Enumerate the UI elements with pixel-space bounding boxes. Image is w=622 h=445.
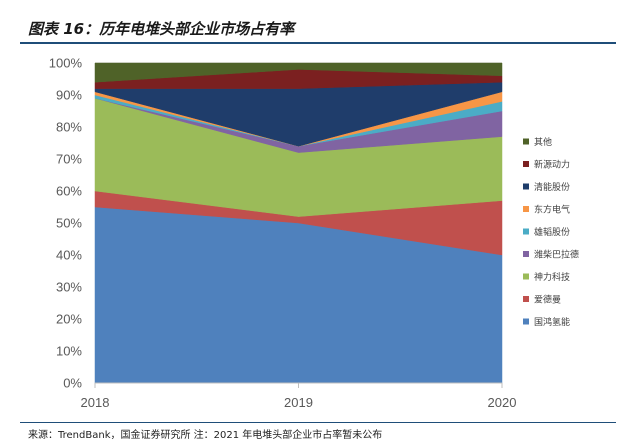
x-axis: 2018 2019 2020 (81, 382, 517, 410)
legend-swatch (523, 138, 529, 145)
legend-swatch (523, 296, 529, 302)
legend-swatch (523, 206, 529, 212)
y-tick-label: 50% (56, 216, 82, 231)
y-tick-label: 0% (63, 376, 82, 391)
y-tick-label: 40% (56, 248, 82, 263)
y-tick-label: 60% (56, 184, 82, 199)
source-note: 来源：TrendBank，国金证券研究所 注：2021 年电堆头部企业市占率暂未… (28, 430, 383, 441)
legend-label: 东方电气 (534, 204, 570, 216)
area-其他 (94, 62, 503, 83)
legend-label: 雄韬股份 (534, 226, 570, 238)
legend-label: 国鸿氢能 (534, 316, 570, 328)
legend-label: 其他 (534, 136, 552, 148)
x-tick-label: 2019 (284, 395, 313, 410)
y-tick-label: 70% (56, 152, 82, 167)
legend-swatch (523, 183, 529, 190)
y-tick-label: 10% (56, 344, 82, 359)
y-tick-label: 80% (56, 120, 82, 135)
legend-swatch (523, 251, 529, 257)
figure-header: 图表 16：历年电堆头部企业市场占有率 (0, 0, 622, 44)
legend-label: 神力科技 (534, 271, 570, 283)
legend-label: 新源动力 (534, 159, 570, 171)
x-tick-label: 2018 (81, 395, 110, 410)
title-divider (20, 42, 616, 44)
y-tick-label: 20% (56, 312, 82, 327)
y-tick-label: 100% (49, 56, 83, 71)
area-series (94, 62, 503, 384)
y-tick-label: 90% (56, 88, 82, 103)
legend-swatch (523, 228, 529, 235)
figure-title: 图表 16：历年电堆头部企业市场占有率 (28, 20, 295, 38)
footer-divider (20, 422, 616, 423)
y-axis: 0% 10% 20% 30% 40% 50% 60% 70% 80% 90% 100% (49, 56, 83, 391)
legend-swatch (523, 318, 529, 325)
y-tick-label: 30% (56, 280, 82, 295)
legend-swatch (523, 161, 529, 167)
legend-label: 清能股份 (534, 181, 570, 193)
x-tick-label: 2020 (488, 395, 517, 410)
legend-label: 潍柴巴拉德 (534, 249, 579, 261)
legend-swatch (523, 273, 529, 280)
legend-label: 爱德曼 (534, 294, 561, 306)
